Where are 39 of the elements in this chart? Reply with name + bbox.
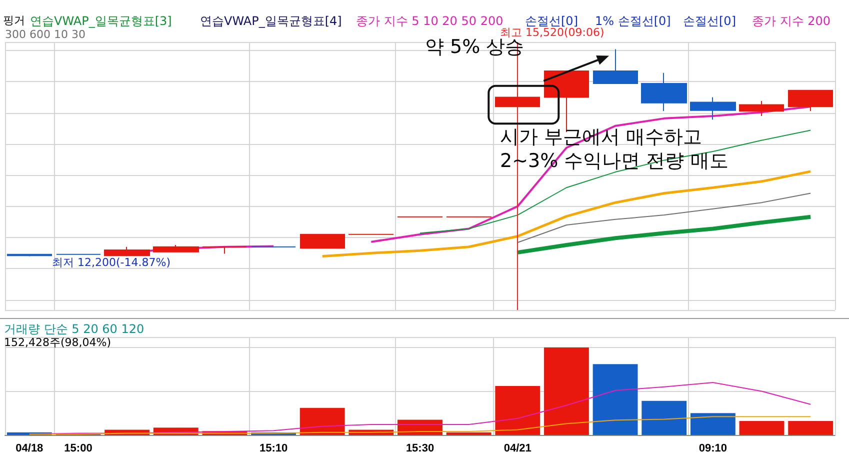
candlestick (495, 92, 540, 108)
x-tick-label: 04/18 (16, 442, 44, 454)
bar (300, 408, 345, 435)
bar (739, 421, 784, 435)
text: 손절선[0] (525, 14, 578, 28)
bar (788, 421, 834, 435)
text: 거래량 단순 5 20 60 120 (4, 322, 144, 336)
candlestick (641, 72, 687, 112)
annotation: 152,428주(98,04%) (4, 336, 112, 350)
text: 핑거 (3, 14, 25, 28)
bar (592, 364, 638, 435)
candlestick (202, 246, 247, 254)
bar (495, 386, 540, 435)
text: 1% 손절선[0] (595, 14, 671, 28)
bar (690, 413, 736, 435)
text: 종가 지수 200 (752, 14, 831, 28)
candlestick (593, 48, 638, 84)
candlestick (300, 234, 345, 249)
text: 최고 15,520(09:06) (500, 26, 604, 39)
x-tick-label: 15:10 (259, 442, 288, 454)
candlestick (104, 246, 150, 257)
x-tick-label: 15:00 (64, 442, 92, 454)
text: 연습VWAP_일목균형표[4] (200, 14, 342, 28)
x-tick-label: 04/21 (504, 442, 532, 454)
candlestick (153, 244, 199, 252)
annotation: 최저 12,200(-14.87%) (52, 256, 170, 270)
candlestick (690, 96, 736, 120)
bar (544, 348, 589, 435)
text: 연습VWAP_일목균형표[3] (30, 14, 172, 28)
x-tick-label: 15:30 (406, 442, 434, 454)
candlestick (739, 100, 784, 116)
text: 종가 지수 5 10 20 50 200 (356, 14, 504, 28)
text: 손절선[0] (683, 14, 736, 28)
bar (642, 400, 687, 435)
candlestick (7, 254, 52, 257)
candlestick (788, 90, 833, 112)
text: 300 600 10 30 (5, 28, 86, 42)
bar (446, 432, 492, 435)
x-tick-label: 09:10 (698, 442, 728, 454)
